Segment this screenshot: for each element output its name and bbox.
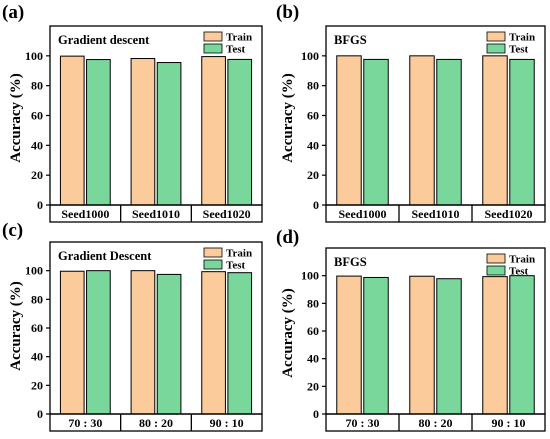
y-tick-label: 0	[313, 198, 319, 212]
bar-test-0	[363, 58, 389, 206]
category-row	[325, 413, 546, 432]
legend-swatch-test	[486, 265, 506, 276]
y-tick-label: 0	[313, 407, 319, 421]
bar-test-1	[156, 62, 182, 206]
x-tick-label: 70 : 30	[346, 416, 380, 430]
category-row	[49, 413, 263, 432]
panel-label: (d)	[276, 227, 299, 248]
chart-title: BFGS	[334, 33, 367, 47]
chart-panel-1: (b) Accuracy (%) 0 20 40 60 80 100 Seed1000 Seed1…	[276, 2, 546, 223]
y-tick-label: 60	[307, 324, 319, 338]
y-axis-label: Accuracy (%)	[280, 288, 296, 378]
y-tick-label: 100	[25, 49, 43, 63]
legend-label-train: Train	[226, 32, 252, 44]
y-tick-label: 80	[31, 79, 43, 93]
y-tick-label: 80	[307, 296, 319, 310]
legend-label-test: Test	[509, 266, 528, 278]
bar-test-0	[86, 59, 111, 206]
legend-label-test: Test	[509, 44, 528, 56]
x-tick-label: 80 : 20	[419, 416, 453, 430]
x-tick-label: Seed1020	[203, 207, 251, 221]
legend-swatch-train	[486, 253, 506, 264]
bar-train-2	[482, 55, 508, 206]
bar-train-2	[201, 271, 226, 415]
x-tick-label: Seed1000	[339, 207, 387, 221]
chart-panel-2: (c) Accuracy (%) 0 20 40 60 80 100 70 : 30 80 : 2…	[2, 220, 263, 432]
x-tick-label: Seed1000	[61, 207, 109, 221]
y-tick-label: 0	[37, 407, 43, 421]
legend-label-test: Test	[226, 260, 245, 272]
bar-test-2	[227, 272, 253, 415]
y-tick-label: 60	[31, 321, 43, 335]
bar-test-0	[363, 276, 389, 415]
y-tick-label: 40	[31, 138, 43, 152]
bar-test-1	[436, 278, 462, 415]
bar-train-1	[130, 270, 156, 415]
chart-panel-0: (a) Accuracy (%) 0 20 40 60 80 100 Seed1000 Seed1…	[2, 2, 263, 223]
bar-train-0	[336, 275, 362, 415]
y-tick-label: 20	[31, 378, 43, 392]
chart-panel-3: (d) Accuracy (%) 0 20 40 60 80 100 70 : 30 80 : 2…	[276, 227, 546, 432]
legend-swatch-train	[486, 31, 506, 42]
y-tick-label: 20	[307, 168, 319, 182]
panel-label: (a)	[2, 2, 24, 23]
legend-label-train: Train	[509, 32, 535, 44]
bar-test-1	[156, 273, 182, 415]
y-tick-label: 40	[31, 350, 43, 364]
category-row	[49, 204, 263, 223]
y-axis-label: Accuracy (%)	[280, 73, 296, 163]
y-tick-label: 20	[31, 168, 43, 182]
y-tick-label: 60	[31, 109, 43, 123]
bar-test-2	[509, 275, 535, 415]
y-tick-label: 100	[25, 264, 43, 278]
y-tick-label: 40	[307, 138, 319, 152]
y-axis-label: Accuracy (%)	[8, 281, 24, 371]
panel-label: (b)	[276, 2, 299, 23]
legend-swatch-train	[203, 247, 223, 258]
bar-test-1	[436, 58, 462, 206]
y-axis-label: Accuracy (%)	[8, 73, 24, 163]
bar-train-0	[59, 55, 85, 206]
x-tick-label: Seed1010	[412, 207, 460, 221]
bar-train-1	[130, 58, 156, 206]
chart-title: Gradient Descent	[58, 249, 152, 263]
bar-test-2	[509, 58, 535, 206]
y-tick-label: 0	[37, 198, 43, 212]
y-tick-label: 80	[31, 292, 43, 306]
y-tick-label: 60	[307, 109, 319, 123]
bar-train-2	[201, 56, 226, 206]
bar-train-1	[409, 55, 435, 206]
y-tick-label: 100	[301, 49, 319, 63]
x-tick-label: 80 : 20	[139, 416, 173, 430]
bar-train-2	[482, 276, 508, 415]
x-tick-label: Seed1020	[485, 207, 533, 221]
panel-label: (c)	[2, 220, 23, 241]
x-tick-label: 70 : 30	[68, 416, 102, 430]
y-tick-label: 20	[307, 379, 319, 393]
legend-label-train: Train	[226, 248, 252, 260]
bar-train-0	[336, 55, 362, 206]
legend-swatch-test	[203, 259, 223, 270]
category-row	[325, 204, 546, 223]
y-tick-label: 80	[307, 79, 319, 93]
legend-swatch-train	[203, 31, 223, 42]
legend-swatch-test	[486, 43, 506, 54]
bar-test-0	[86, 270, 111, 415]
bar-train-1	[409, 275, 435, 415]
y-tick-label: 100	[301, 269, 319, 283]
bar-train-0	[59, 270, 85, 415]
bar-test-2	[227, 58, 253, 206]
chart-title: Gradient descent	[58, 33, 150, 47]
x-tick-label: 90 : 10	[210, 416, 244, 430]
x-tick-label: 90 : 10	[492, 416, 526, 430]
x-tick-label: Seed1010	[132, 207, 180, 221]
legend-label-test: Test	[226, 44, 245, 56]
legend-label-train: Train	[509, 254, 535, 266]
y-tick-label: 40	[307, 352, 319, 366]
chart-title: BFGS	[334, 255, 367, 269]
legend-swatch-test	[203, 43, 223, 54]
